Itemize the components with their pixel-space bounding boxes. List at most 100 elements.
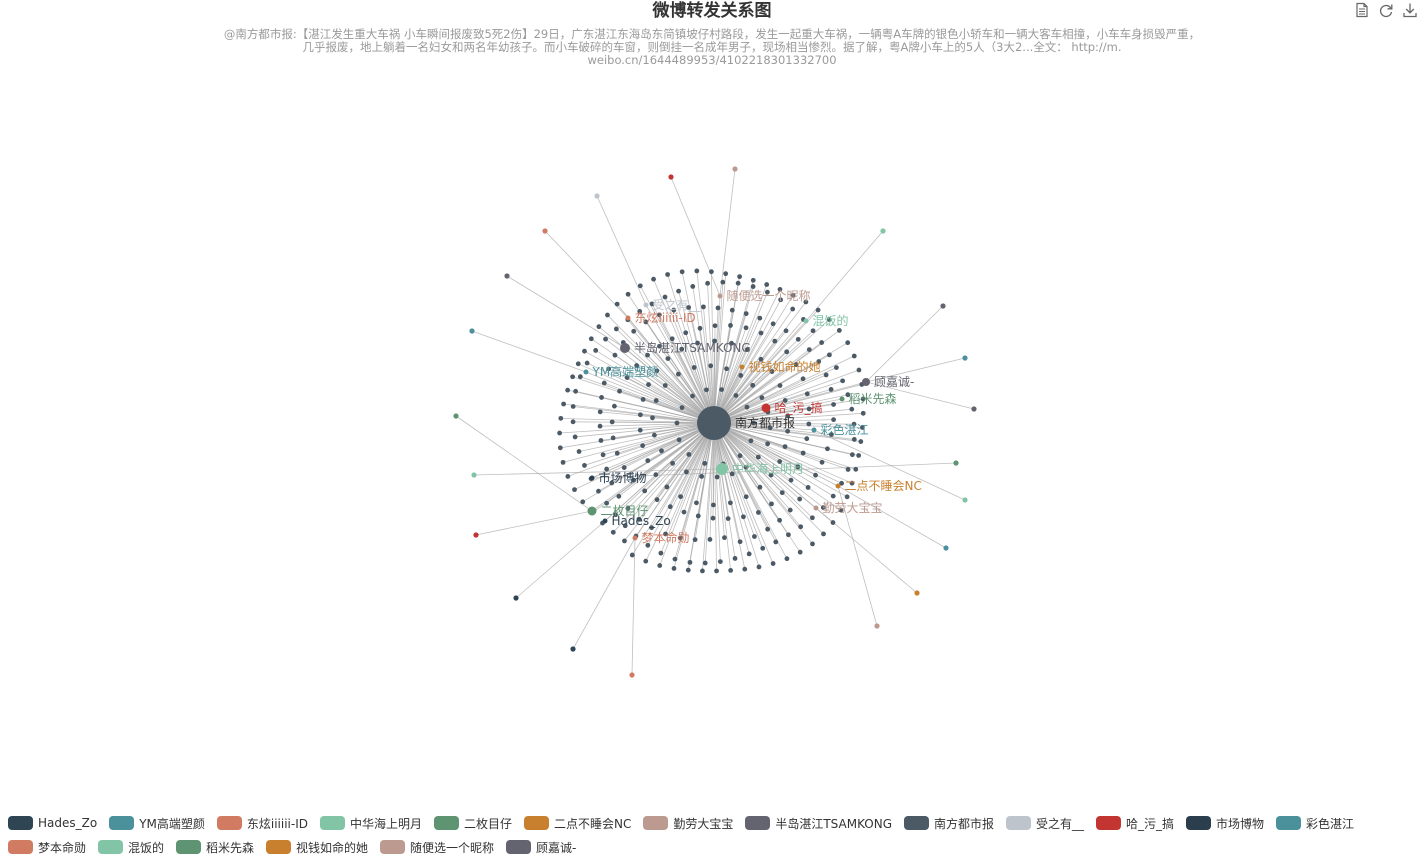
leaf-node[interactable] bbox=[743, 494, 749, 500]
leaf-node[interactable] bbox=[643, 319, 649, 325]
leaf-node[interactable] bbox=[684, 469, 689, 475]
leaf-node[interactable] bbox=[637, 412, 643, 418]
legend-item[interactable]: 二点不睡会NC bbox=[523, 814, 631, 832]
leaf-node[interactable] bbox=[697, 325, 703, 331]
leaf-node[interactable] bbox=[737, 453, 743, 459]
leaf-node[interactable] bbox=[838, 507, 844, 513]
leaf-node[interactable] bbox=[803, 299, 809, 305]
hub-node[interactable] bbox=[717, 293, 723, 299]
leaf-node[interactable] bbox=[767, 425, 773, 431]
leaf-node[interactable] bbox=[756, 510, 761, 515]
leaf-node[interactable] bbox=[740, 514, 746, 520]
leaf-node[interactable] bbox=[769, 369, 775, 374]
leaf-node[interactable] bbox=[821, 531, 826, 537]
leaf-node[interactable] bbox=[783, 328, 789, 334]
leaf-node[interactable] bbox=[750, 382, 756, 388]
leaf-node[interactable] bbox=[687, 559, 693, 565]
leaf-node[interactable] bbox=[686, 452, 692, 457]
leaf-node[interactable] bbox=[662, 294, 668, 300]
leaf-node[interactable] bbox=[677, 535, 683, 541]
leaf-node[interactable] bbox=[686, 305, 691, 310]
hub-node[interactable] bbox=[716, 463, 728, 475]
leaf-node[interactable] bbox=[830, 493, 836, 499]
leaf-node[interactable] bbox=[773, 539, 779, 545]
leaf-node[interactable] bbox=[788, 477, 794, 483]
leaf-node[interactable] bbox=[690, 393, 695, 399]
leaf-node[interactable] bbox=[679, 346, 685, 352]
outer-node[interactable] bbox=[570, 646, 576, 652]
leaf-node[interactable] bbox=[770, 321, 776, 327]
legend-item[interactable]: 南方都市报 bbox=[904, 814, 994, 832]
leaf-node[interactable] bbox=[650, 415, 655, 421]
hub-node[interactable] bbox=[862, 378, 870, 386]
leaf-node[interactable] bbox=[805, 485, 811, 490]
leaf-node[interactable] bbox=[750, 284, 756, 289]
leaf-node[interactable] bbox=[825, 446, 830, 452]
leaf-node[interactable] bbox=[795, 464, 801, 470]
leaf-node[interactable] bbox=[651, 276, 656, 282]
leaf-node[interactable] bbox=[701, 304, 706, 310]
leaf-node[interactable] bbox=[712, 323, 718, 329]
leaf-node[interactable] bbox=[797, 496, 803, 502]
leaf-node[interactable] bbox=[751, 420, 757, 426]
leaf-node[interactable] bbox=[782, 444, 788, 450]
leaf-node[interactable] bbox=[582, 348, 587, 354]
hub-node[interactable] bbox=[587, 506, 597, 516]
leaf-node[interactable] bbox=[572, 487, 577, 493]
leaf-node[interactable] bbox=[612, 403, 617, 409]
leaf-node[interactable] bbox=[580, 499, 586, 505]
leaf-node[interactable] bbox=[757, 315, 763, 321]
leaf-node[interactable] bbox=[609, 419, 615, 425]
leaf-node[interactable] bbox=[681, 509, 687, 515]
leaf-node[interactable] bbox=[860, 396, 866, 402]
leaf-node[interactable] bbox=[679, 269, 685, 275]
leaf-node[interactable] bbox=[798, 524, 804, 530]
outer-node[interactable] bbox=[940, 303, 946, 309]
legend-item[interactable]: 哈_污_搞 bbox=[1096, 814, 1174, 832]
leaf-node[interactable] bbox=[828, 387, 834, 392]
leaf-node[interactable] bbox=[752, 534, 757, 539]
leaf-node[interactable] bbox=[604, 500, 610, 506]
leaf-node[interactable] bbox=[737, 274, 743, 280]
leaf-node[interactable] bbox=[700, 568, 705, 574]
leaf-node[interactable] bbox=[784, 349, 790, 355]
leaf-node[interactable] bbox=[672, 556, 678, 562]
legend-item[interactable]: 市场博物 bbox=[1186, 814, 1264, 832]
leaf-node[interactable] bbox=[735, 280, 741, 286]
leaf-node[interactable] bbox=[622, 523, 628, 529]
hub-node[interactable] bbox=[643, 302, 649, 308]
leaf-node[interactable] bbox=[659, 448, 664, 454]
leaf-node[interactable] bbox=[856, 367, 862, 373]
leaf-node[interactable] bbox=[708, 269, 714, 275]
outer-node[interactable] bbox=[971, 406, 977, 412]
leaf-node[interactable] bbox=[720, 279, 726, 285]
leaf-node[interactable] bbox=[678, 494, 684, 500]
leaf-node[interactable] bbox=[768, 472, 774, 478]
leaf-node[interactable] bbox=[765, 526, 771, 532]
leaf-node[interactable] bbox=[772, 338, 778, 344]
leaf-node[interactable] bbox=[671, 566, 677, 571]
leaf-node[interactable] bbox=[610, 435, 616, 441]
legend-item[interactable]: 受之有__ bbox=[1006, 814, 1084, 832]
leaf-node[interactable] bbox=[636, 516, 642, 522]
leaf-node[interactable] bbox=[596, 488, 601, 494]
leaf-node[interactable] bbox=[755, 454, 761, 460]
leaf-node[interactable] bbox=[786, 532, 791, 538]
leaf-node[interactable] bbox=[708, 363, 714, 369]
hub-node[interactable] bbox=[602, 518, 608, 524]
outer-node[interactable] bbox=[874, 623, 880, 629]
leaf-node[interactable] bbox=[679, 405, 685, 410]
leaf-node[interactable] bbox=[662, 383, 668, 388]
leaf-node[interactable] bbox=[601, 380, 607, 386]
leaf-node[interactable] bbox=[849, 480, 855, 486]
leaf-node[interactable] bbox=[784, 556, 790, 562]
leaf-node[interactable] bbox=[637, 283, 643, 289]
outer-node[interactable] bbox=[668, 174, 674, 180]
leaf-node[interactable] bbox=[637, 309, 643, 314]
leaf-node[interactable] bbox=[759, 395, 765, 401]
leaf-node[interactable] bbox=[725, 516, 731, 521]
leaf-node[interactable] bbox=[637, 427, 643, 433]
leaf-node[interactable] bbox=[685, 567, 691, 573]
leaf-node[interactable] bbox=[722, 535, 727, 541]
outer-node[interactable] bbox=[953, 460, 959, 466]
